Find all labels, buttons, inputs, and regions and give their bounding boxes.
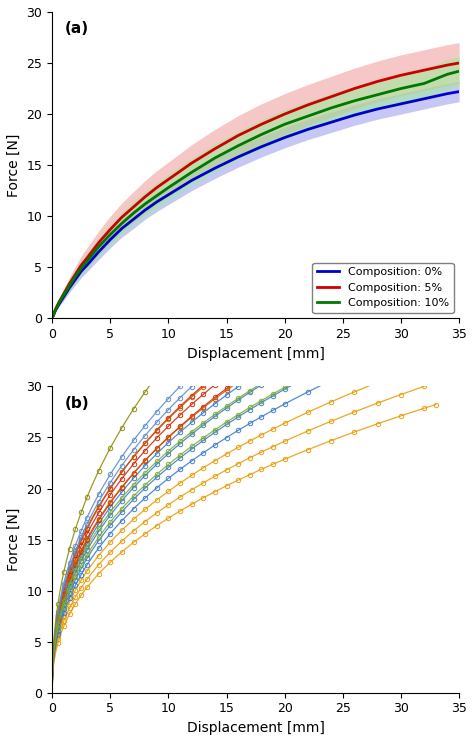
Y-axis label: Force [N]: Force [N] <box>7 508 21 571</box>
Legend: Composition: 0%, Composition: 5%, Composition: 10%: Composition: 0%, Composition: 5%, Compos… <box>312 263 454 312</box>
Y-axis label: Force [N]: Force [N] <box>7 134 21 197</box>
Text: (b): (b) <box>64 395 89 410</box>
Text: (a): (a) <box>64 21 89 36</box>
X-axis label: Displacement [mm]: Displacement [mm] <box>187 347 325 361</box>
X-axis label: Displacement [mm]: Displacement [mm] <box>187 721 325 735</box>
